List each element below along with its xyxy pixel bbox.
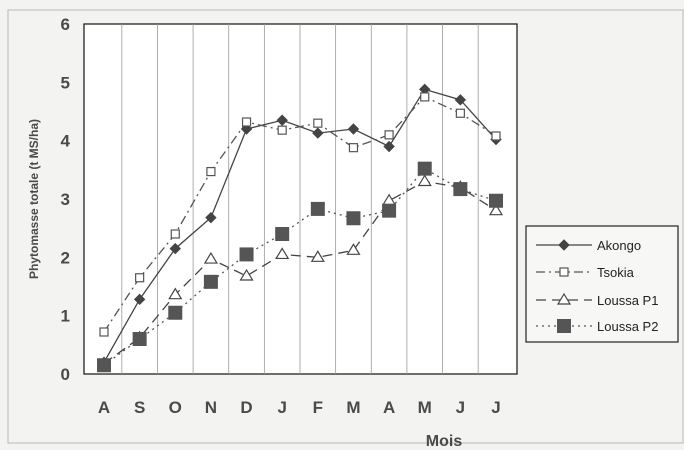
marker-diamond — [169, 242, 181, 255]
marker-filled-square — [453, 182, 468, 197]
marker-open-square — [559, 267, 569, 277]
marker-open-square — [99, 327, 109, 337]
marker-filled-square — [132, 332, 147, 346]
series-line — [103, 96, 497, 333]
chart-frame — [7, 9, 684, 444]
y-tick-label: 3 — [61, 190, 70, 209]
y-tick-label: 0 — [61, 365, 70, 384]
marker-diamond — [383, 140, 395, 153]
y-tick-label: 5 — [61, 73, 70, 92]
marker-filled-square — [557, 319, 571, 333]
marker-diamond — [205, 211, 217, 224]
marker-open-triangle — [556, 292, 572, 305]
marker-open-square — [135, 273, 145, 283]
marker-open-triangle — [417, 174, 432, 187]
series-line — [103, 180, 497, 365]
marker-open-triangle — [310, 250, 325, 262]
y-tick-label: 4 — [61, 132, 71, 151]
x-tick-label: J — [491, 398, 500, 417]
x-tick-label: M — [346, 398, 360, 417]
marker-open-square — [491, 131, 501, 141]
x-tick-label: A — [98, 398, 110, 417]
y-tick-label: 2 — [61, 248, 70, 267]
marker-open-square — [348, 143, 359, 153]
marker-open-triangle — [239, 268, 254, 281]
marker-filled-square — [382, 203, 397, 218]
y-tick-label: 6 — [61, 15, 70, 34]
marker-open-triangle — [346, 243, 361, 255]
marker-filled-square — [97, 358, 111, 373]
x-axis-label: Mois — [426, 433, 463, 450]
x-tick-label: D — [240, 398, 252, 417]
x-tick-label: M — [418, 398, 432, 417]
marker-diamond — [312, 127, 324, 139]
marker-filled-square — [168, 305, 183, 320]
x-tick-label: F — [313, 398, 323, 417]
marker-filled-square — [346, 211, 361, 226]
x-tick-label: J — [277, 398, 286, 417]
marker-filled-square — [310, 201, 325, 216]
marker-filled-square — [203, 274, 218, 289]
plot-area — [83, 23, 518, 375]
marker-filled-square — [275, 227, 290, 241]
y-axis-label: Phytomasse totale (t MS/ha) — [27, 119, 41, 279]
x-tick-label: A — [383, 398, 395, 417]
marker-open-square — [241, 117, 252, 127]
marker-filled-square — [417, 161, 432, 176]
marker-open-square — [384, 130, 394, 140]
marker-open-square — [277, 125, 287, 135]
marker-open-square — [455, 108, 465, 118]
marker-filled-square — [239, 247, 254, 262]
x-tick-label: S — [134, 398, 145, 417]
legend: Akongo Tsokia Loussa P1 Loussa P2 — [525, 225, 679, 343]
marker-open-triangle — [168, 287, 183, 300]
x-tick-label: O — [169, 398, 182, 417]
legend-label: Tsokia — [597, 265, 635, 280]
legend-label: Loussa P2 — [597, 319, 658, 334]
x-tick-label: N — [205, 398, 217, 417]
legend-label: Loussa P1 — [597, 293, 658, 308]
marker-diamond — [454, 94, 467, 106]
marker-diamond — [558, 239, 570, 251]
marker-diamond — [133, 293, 146, 306]
marker-open-square — [170, 229, 180, 239]
marker-open-triangle — [275, 247, 290, 260]
marker-open-square — [206, 166, 216, 177]
marker-filled-square — [489, 193, 503, 208]
legend-label: Akongo — [597, 238, 641, 253]
marker-open-triangle — [488, 203, 504, 216]
marker-diamond — [276, 114, 288, 126]
marker-diamond — [347, 123, 360, 135]
marker-open-triangle — [203, 251, 218, 264]
marker-open-square — [313, 118, 323, 128]
y-tick-label: 1 — [61, 307, 70, 326]
marker-open-square — [420, 92, 430, 102]
x-tick-label: J — [456, 398, 465, 417]
